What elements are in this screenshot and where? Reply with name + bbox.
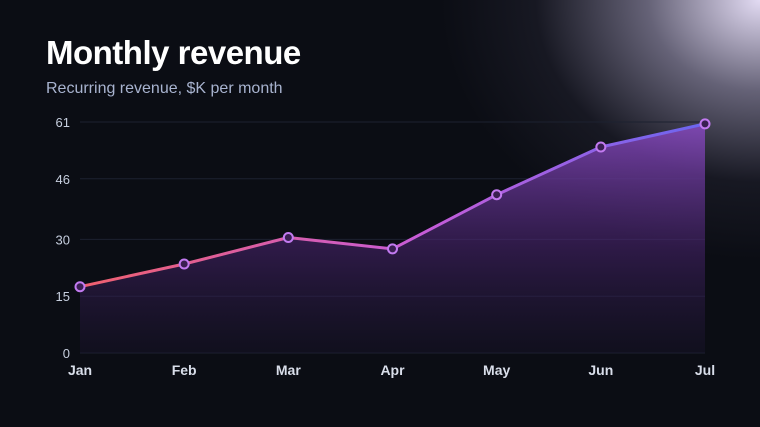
chart-title: Monthly revenue: [46, 34, 301, 71]
data-point: [178, 258, 190, 270]
y-axis-ticks: 0 15 30 46 61: [56, 115, 70, 361]
y-tick-label: 46: [56, 172, 70, 187]
data-points: [74, 118, 711, 293]
x-tick-label: Feb: [172, 362, 197, 378]
chart-subtitle: Recurring revenue, $K per month: [46, 80, 283, 97]
data-point: [595, 141, 607, 153]
x-tick-label: Apr: [380, 362, 405, 378]
y-tick-label: 30: [56, 232, 70, 247]
x-tick-label: May: [483, 362, 510, 378]
data-point: [282, 232, 294, 243]
x-axis-ticks: Jan Feb Mar Apr May Jun Jul: [68, 362, 715, 378]
data-point: [74, 281, 86, 293]
x-tick-label: Jul: [695, 362, 715, 378]
data-point: [387, 243, 398, 255]
data-point: [699, 118, 711, 130]
data-point: [491, 189, 503, 201]
y-tick-label: 15: [56, 289, 70, 304]
x-tick-label: Jun: [588, 362, 613, 378]
x-tick-label: Mar: [276, 362, 301, 378]
y-tick-label: 0: [63, 346, 70, 361]
y-tick-label: 61: [56, 115, 70, 130]
revenue-area: [80, 123, 705, 354]
x-tick-label: Jan: [68, 362, 92, 378]
